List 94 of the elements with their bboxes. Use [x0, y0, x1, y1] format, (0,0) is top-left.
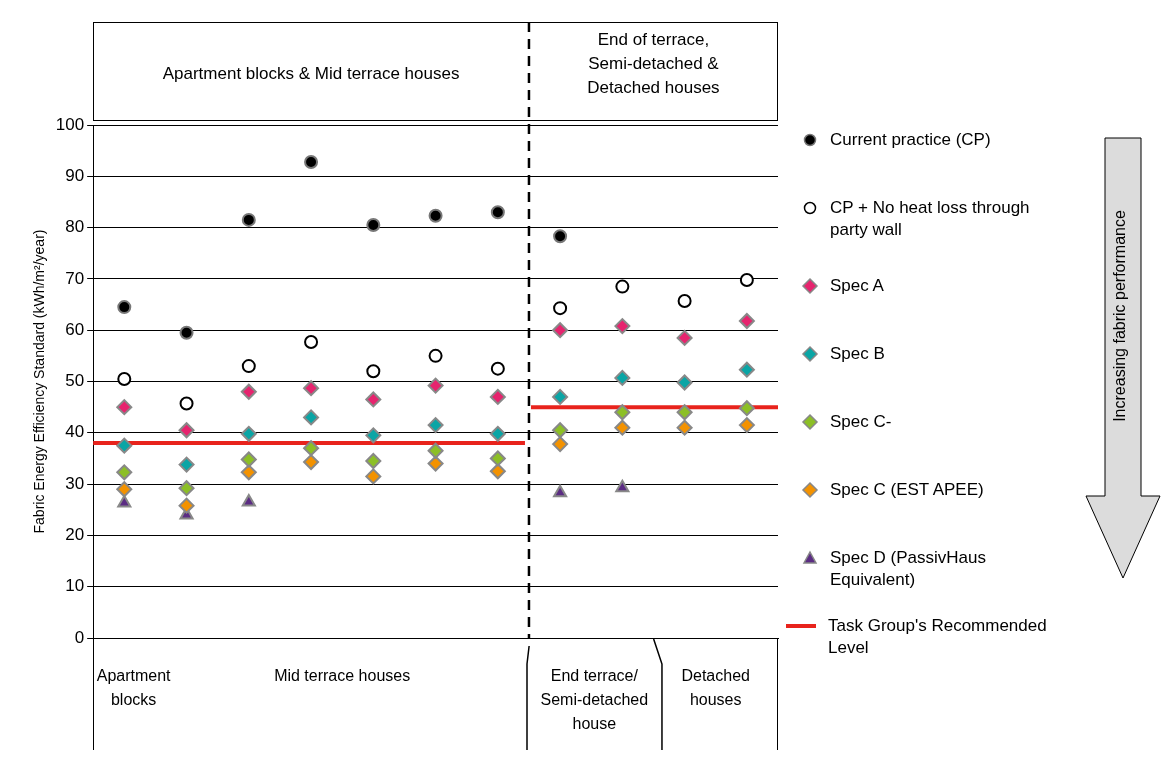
point [676, 404, 693, 421]
legend-label: Current practice (CP) [830, 129, 992, 151]
point [240, 383, 257, 400]
point [738, 312, 755, 329]
y-tick-label: 40 [65, 422, 85, 442]
point [179, 325, 194, 340]
point [365, 453, 382, 470]
legend-label: Spec D (PassivHaus Equivalent) [830, 547, 987, 591]
point [365, 468, 382, 485]
y-axis-title: Fabric Energy Efficiency Standard (kWh/m²/year) [31, 229, 48, 534]
point [303, 440, 320, 457]
point [614, 404, 631, 421]
y-tick-label: 20 [65, 525, 85, 545]
point [117, 371, 132, 386]
point [365, 427, 382, 444]
point [365, 391, 382, 408]
y-tick-label: 0 [74, 627, 85, 647]
point [552, 436, 569, 453]
text: End of terrace, Semi-detached & Detached houses [586, 29, 721, 99]
y-tick-label: 10 [65, 576, 85, 596]
legend-label: Task Group's Recommended Level [828, 615, 1048, 659]
point [366, 364, 381, 379]
text: Apartment blocks [95, 666, 172, 710]
point [116, 399, 133, 416]
y-tick-label: 70 [65, 268, 85, 288]
text: End terrace/ Semi-detached house [539, 666, 650, 734]
point [116, 464, 133, 481]
point [738, 361, 755, 378]
legend-label: Spec B [830, 343, 886, 365]
y-tick-label: 50 [65, 371, 85, 391]
point [615, 279, 630, 294]
point [553, 229, 568, 244]
point [240, 464, 257, 481]
point [614, 318, 631, 335]
text: Mid terrace houses [273, 666, 412, 686]
point [676, 419, 693, 436]
point [490, 205, 505, 220]
point [676, 374, 693, 391]
point [178, 422, 195, 439]
point [428, 208, 443, 223]
point [240, 451, 257, 468]
point [490, 361, 505, 376]
point [553, 301, 568, 316]
point [489, 450, 506, 467]
point [427, 442, 444, 459]
point [116, 481, 133, 498]
point [739, 272, 754, 287]
point [304, 335, 319, 349]
point [241, 494, 256, 507]
text: Apartment blocks & Mid terrace houses [161, 63, 461, 85]
point [178, 480, 195, 497]
point [489, 463, 506, 480]
point [304, 154, 319, 169]
legend-label: Spec C- [830, 411, 893, 433]
y-tick-label: 30 [65, 473, 85, 493]
point [303, 454, 320, 471]
point [427, 455, 444, 472]
y-tick-label: 90 [65, 165, 85, 185]
point [738, 400, 755, 417]
point [552, 422, 569, 439]
point [240, 425, 257, 442]
y-tick-label: 80 [65, 217, 85, 237]
text: Detached houses [680, 666, 751, 710]
point [427, 417, 444, 434]
point [427, 377, 444, 394]
point [489, 425, 506, 442]
y-tick-label: 100 [55, 114, 85, 134]
point [179, 396, 194, 411]
point [738, 417, 755, 434]
legend-label: Spec A [830, 275, 885, 297]
point [428, 348, 443, 363]
point [552, 388, 569, 405]
point [676, 329, 693, 346]
text: Increasing fabric performance [1111, 209, 1129, 424]
point [303, 380, 320, 397]
point [241, 212, 256, 227]
point [677, 293, 692, 308]
legend-label: Spec C (EST APEE) [830, 479, 985, 501]
point [117, 495, 132, 508]
point [614, 419, 631, 436]
point [178, 497, 195, 514]
legend-label: CP + No heat loss through party wall [830, 197, 1031, 241]
point [614, 369, 631, 386]
point [553, 484, 568, 498]
point [552, 322, 569, 339]
point [615, 479, 630, 493]
y-tick-label: 60 [65, 319, 85, 339]
point [489, 388, 506, 405]
point [117, 300, 132, 315]
point [178, 456, 195, 473]
point [116, 437, 133, 454]
point [241, 359, 256, 374]
point [303, 409, 320, 426]
point [366, 218, 381, 233]
